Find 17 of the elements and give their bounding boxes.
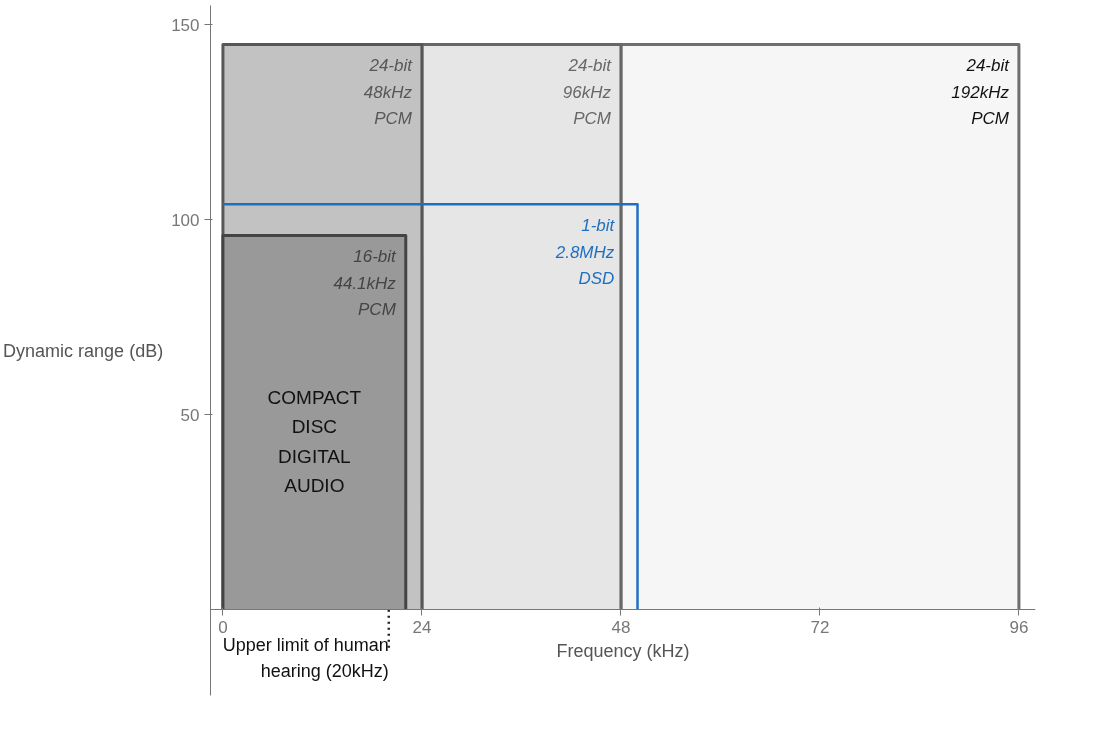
- y-axis-title: Dynamic range (dB): [3, 340, 164, 361]
- annotation: COMPACT DISC DIGITAL AUDIO: [267, 386, 362, 496]
- x-tick-label: 48: [611, 617, 631, 637]
- y-tick-label: 50: [180, 405, 200, 425]
- series-label: 1-bit 2.8MHz DSD: [554, 216, 616, 289]
- y-tick-label: 100: [171, 210, 200, 230]
- x-tick-label: 24: [412, 617, 432, 637]
- x-axis-title: Frequency (kHz): [556, 640, 690, 661]
- y-tick-label: 150: [171, 15, 200, 35]
- series-label: 16-bit 44.1kHz PCM: [333, 247, 398, 320]
- x-tick-label: 72: [810, 617, 830, 637]
- series-label: 24-bit 96kHz PCM: [562, 56, 613, 129]
- x-tick-label: 96: [1009, 617, 1029, 637]
- series-label: 24-bit 48kHz PCM: [363, 56, 414, 129]
- ref-line-label: Upper limit of human hearing (20kHz): [222, 635, 389, 682]
- x-tick-label: 0: [218, 617, 228, 637]
- series-label: 24-bit 192kHz PCM: [951, 56, 1011, 129]
